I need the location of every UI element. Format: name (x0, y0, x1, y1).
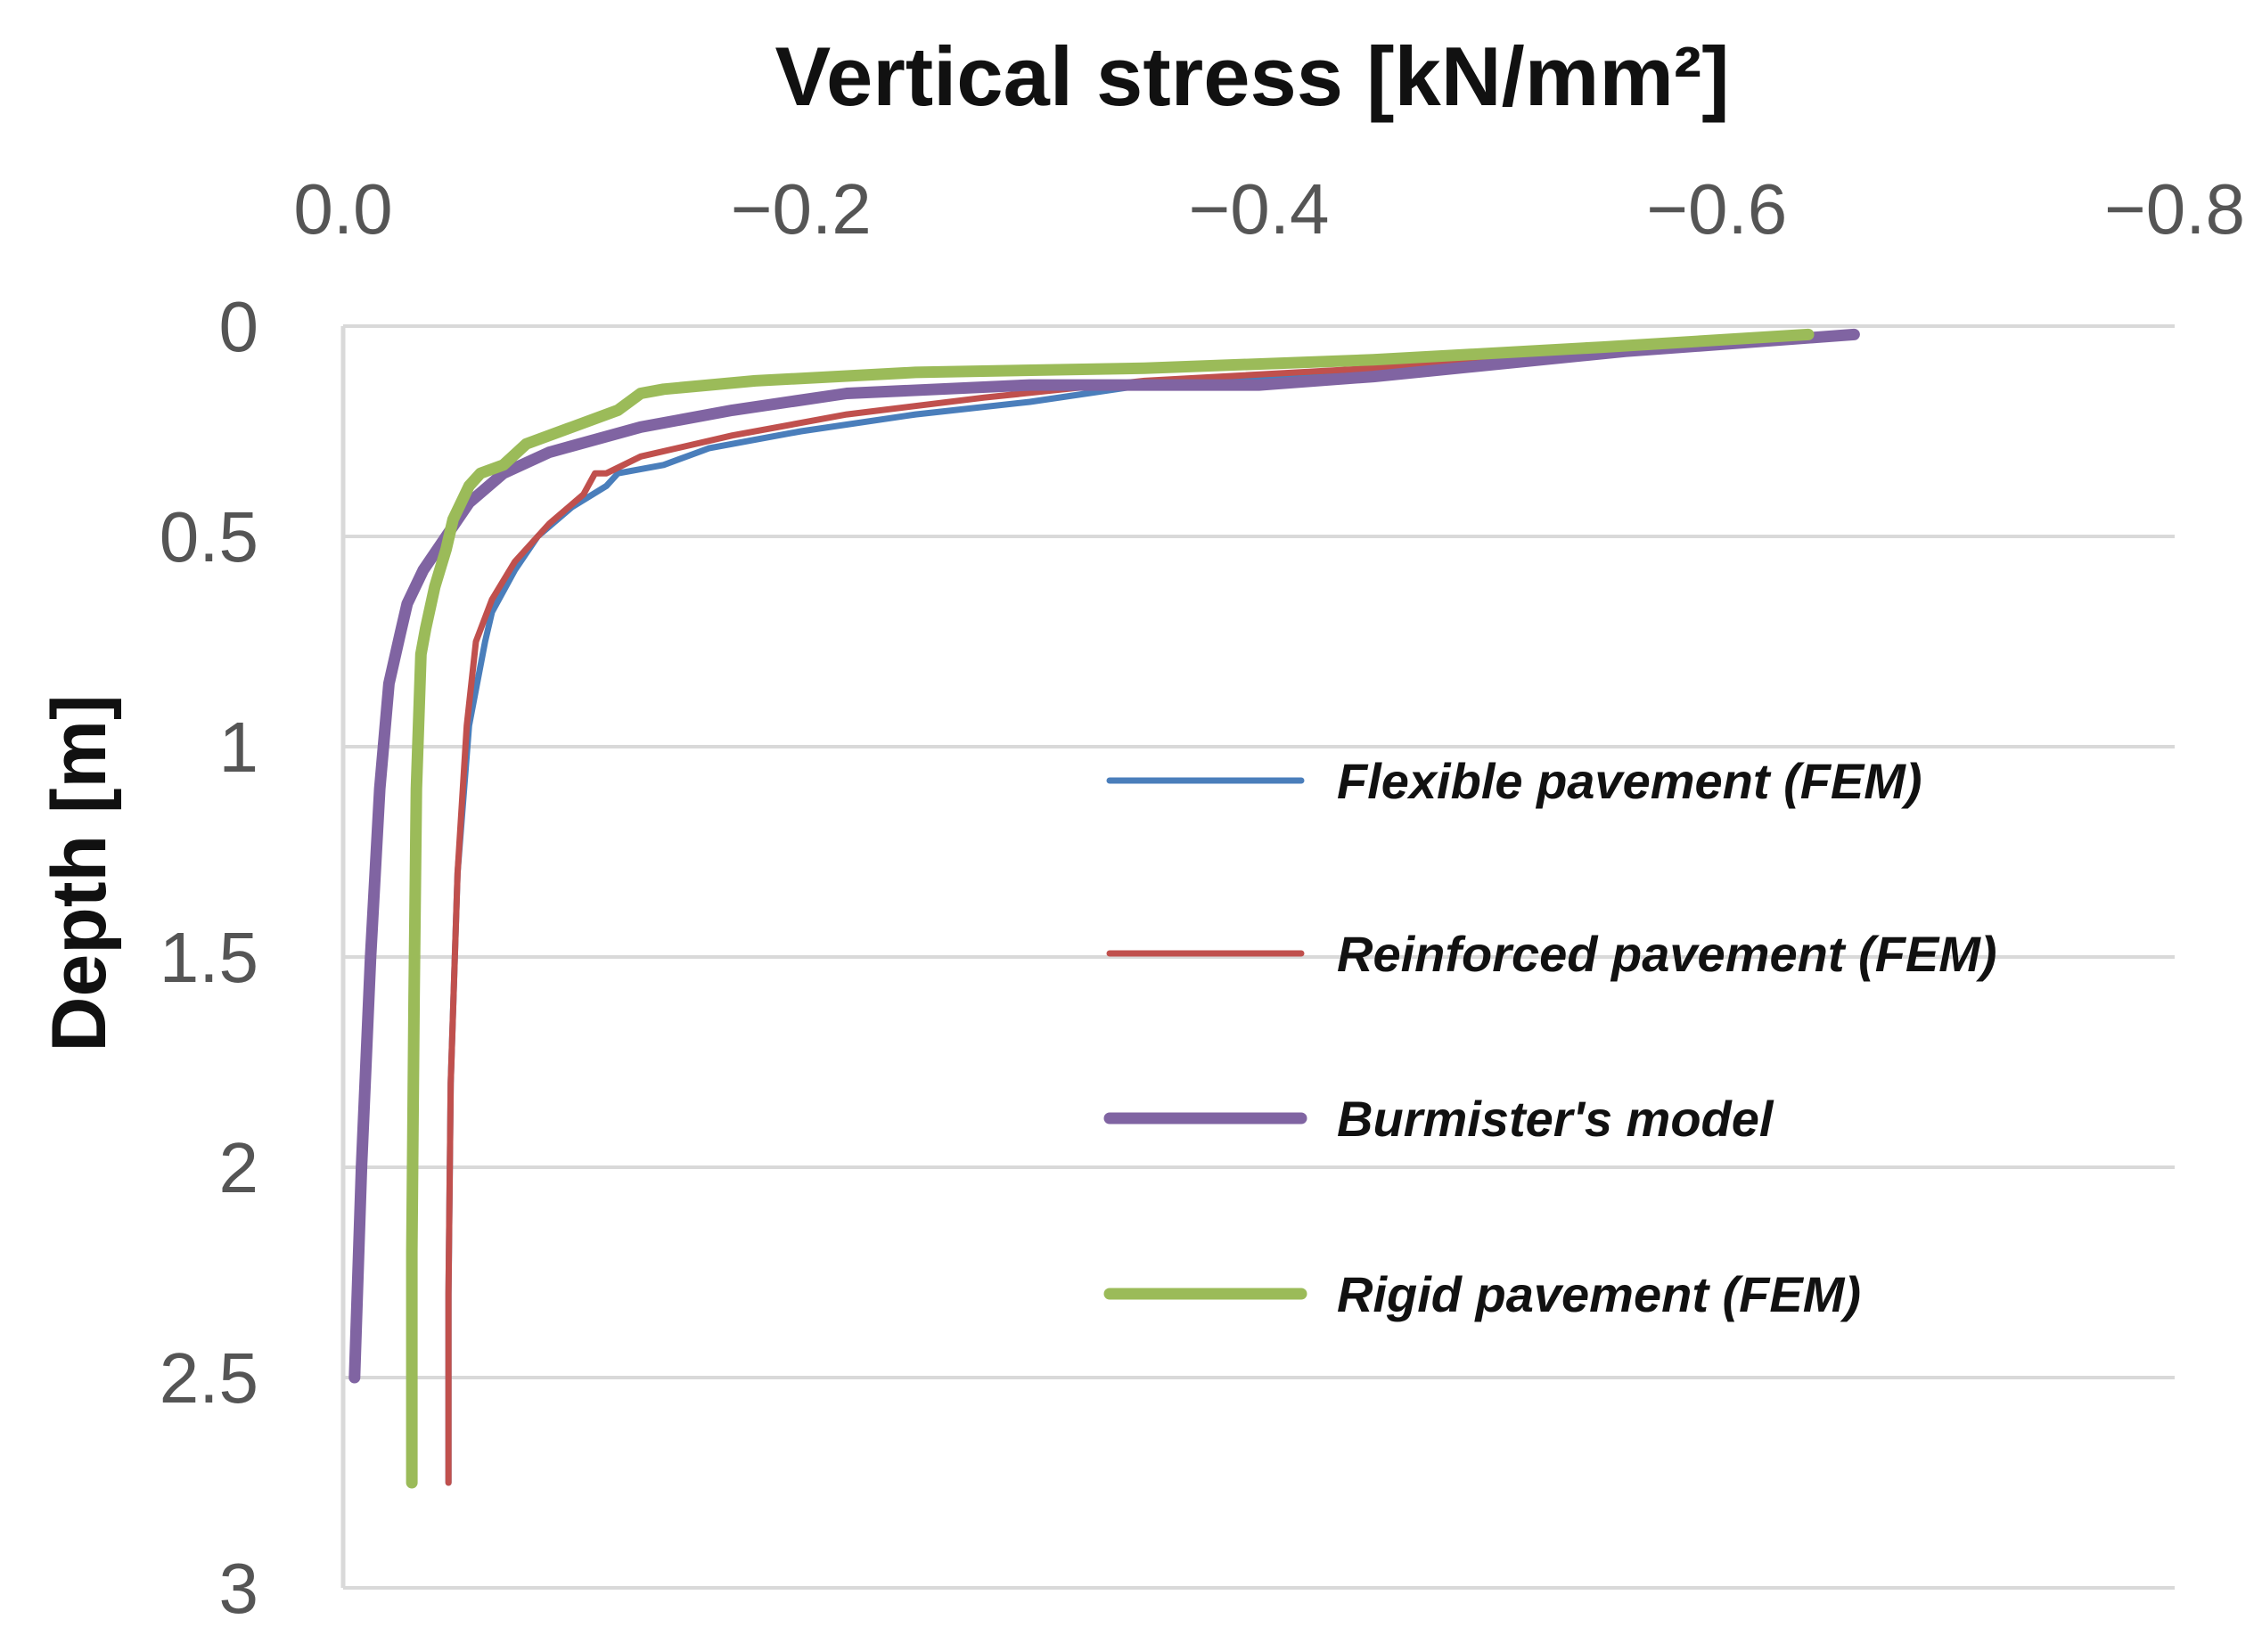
legend-label: Rigid pavement (FEM) (1337, 1266, 1861, 1322)
legend-entry: Rigid pavement (FEM) (1110, 1266, 1861, 1322)
y-tick-labels: 0 0.5 1 1.5 2 2.5 3 (160, 287, 258, 1628)
x-tick-label: −0.8 (2104, 169, 2245, 249)
y-tick-label: 2 (219, 1128, 259, 1207)
y-tick-label: 3 (219, 1549, 259, 1628)
y-tick-label: 0 (219, 287, 259, 366)
legend: Flexible pavement (FEM) Reinforced paveme… (1110, 753, 1997, 1322)
legend-entry: Burmister's model (1110, 1091, 1774, 1147)
x-tick-label: −0.2 (731, 169, 872, 249)
x-tick-label: −0.4 (1189, 169, 1330, 249)
y-tick-label: 1.5 (160, 918, 258, 997)
x-tick-label: −0.6 (1646, 169, 1787, 249)
legend-label: Flexible pavement (FEM) (1337, 753, 1922, 809)
y-axis-title: Depth [m] (37, 694, 122, 1051)
chart-title: Vertical stress [kN/mm²] (774, 29, 1729, 123)
y-tick-label: 2.5 (160, 1338, 258, 1418)
legend-entry: Flexible pavement (FEM) (1110, 753, 1922, 809)
legend-entry: Reinforced pavement (FEM) (1110, 926, 1997, 982)
y-tick-label: 1 (219, 707, 259, 787)
x-tick-labels: 0.0 −0.2 −0.4 −0.6 −0.8 (293, 169, 2245, 249)
y-tick-label: 0.5 (160, 497, 258, 577)
series-line-2 (355, 334, 1855, 1378)
x-tick-label: 0.0 (293, 169, 392, 249)
legend-label: Reinforced pavement (FEM) (1337, 926, 1997, 982)
legend-label: Burmister's model (1337, 1091, 1774, 1147)
